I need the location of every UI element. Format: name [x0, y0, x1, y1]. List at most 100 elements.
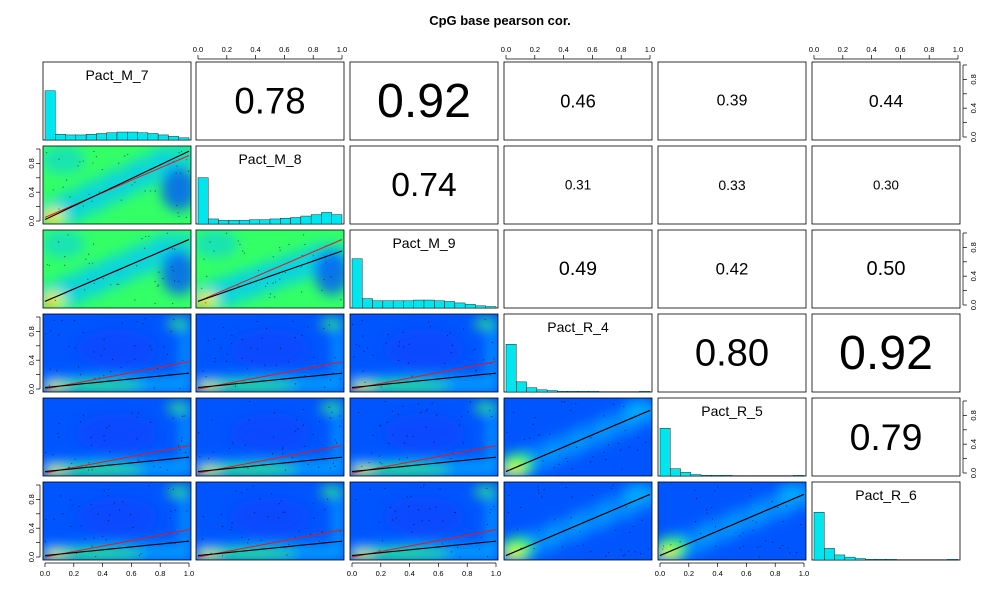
scatter-point — [174, 248, 176, 250]
histogram-bar — [208, 218, 219, 225]
scatter-point — [186, 159, 188, 161]
scatter-point — [144, 190, 146, 192]
histogram-bar — [44, 90, 56, 141]
scatter-point — [307, 326, 309, 328]
histogram-bar — [824, 548, 835, 561]
scatter-point — [92, 162, 94, 164]
scatter-point — [242, 250, 244, 252]
correlation-value: 0.92 — [839, 326, 933, 380]
scatter-panel — [42, 397, 192, 477]
scatter-point — [93, 150, 95, 153]
histogram-bar — [238, 220, 250, 225]
histogram-bar — [454, 302, 466, 309]
scatter-point — [340, 299, 342, 301]
scatter-point — [137, 412, 139, 414]
scatter-point — [534, 417, 536, 419]
scatter-point — [260, 539, 262, 541]
x-tick-label: 0.0 — [193, 45, 203, 54]
density-blob — [487, 407, 497, 467]
scatter-point — [153, 465, 155, 468]
scatter-point — [357, 411, 360, 414]
scatter-point — [288, 543, 290, 545]
scatter-point — [131, 184, 133, 186]
density-blob — [504, 464, 524, 476]
scatter-point — [202, 538, 204, 540]
histogram-bar — [475, 305, 486, 309]
scatter-point — [53, 319, 55, 321]
scatter-point — [180, 150, 183, 153]
scatter-point — [634, 551, 636, 553]
loess-line — [44, 238, 190, 302]
scatter-point — [717, 486, 719, 488]
histogram-bar — [392, 300, 404, 309]
scatter-point — [88, 262, 90, 265]
scatter-point — [108, 425, 110, 427]
scatter-point — [532, 423, 534, 425]
scatter-point — [221, 525, 224, 528]
scatter-point — [294, 536, 296, 538]
scatter-point — [489, 374, 491, 376]
panel-frame — [811, 229, 961, 309]
scatter-point — [475, 369, 477, 371]
scatter-point — [234, 385, 237, 387]
scatter-point — [49, 368, 51, 370]
scatter-points — [202, 485, 341, 557]
panel-frame — [503, 61, 653, 141]
scatter-point — [231, 334, 233, 336]
scatter-point — [475, 370, 477, 372]
loess-line — [197, 372, 343, 389]
scatter-point — [98, 191, 101, 193]
scatter-points — [351, 318, 495, 388]
histogram-bar — [65, 134, 77, 141]
scatter-point — [271, 453, 274, 455]
scatter-point — [186, 510, 188, 512]
scatter-point — [428, 519, 430, 522]
variable-name: Pact_M_7 — [85, 67, 148, 83]
scatter-point — [136, 438, 138, 440]
scatter-point — [629, 531, 631, 533]
scatter-point — [73, 320, 76, 322]
panel-frame — [503, 481, 653, 561]
scatter-point — [330, 276, 332, 278]
scatter-point — [486, 487, 488, 489]
panel-frame — [657, 397, 807, 477]
scatter-point — [107, 495, 109, 497]
scatter-point — [90, 444, 93, 447]
density-blob — [351, 380, 452, 392]
scatter-point — [425, 410, 427, 412]
scatter-point — [85, 258, 87, 260]
scatter-point — [612, 484, 614, 486]
scatter-point — [225, 232, 228, 234]
scatter-point — [406, 435, 408, 437]
scatter-point — [52, 189, 54, 191]
histogram-panel: Pact_R_4 — [503, 313, 653, 393]
scatter-point — [143, 247, 146, 249]
scatter-point — [148, 485, 150, 487]
scatter-point — [450, 351, 452, 354]
scatter-point — [149, 421, 152, 424]
scatter-point — [275, 364, 278, 366]
scatter-point — [279, 249, 281, 251]
scatter-point — [225, 360, 228, 362]
scatter-point — [625, 506, 628, 508]
scatter-point — [520, 506, 522, 508]
scatter-point — [407, 362, 410, 364]
scatter-point — [203, 258, 205, 260]
panel-frame — [657, 229, 807, 309]
scatter-point — [645, 441, 647, 443]
scatter-panel — [42, 481, 192, 561]
scatter-point — [561, 546, 564, 548]
correlation-panel: 0.39 — [657, 61, 807, 141]
scatter-point — [567, 460, 569, 463]
scatter-point — [786, 505, 788, 507]
histogram-bar — [168, 136, 179, 141]
histogram-bar — [157, 134, 169, 141]
regression-line — [197, 361, 343, 390]
scatter-point — [563, 401, 566, 403]
density-blob — [624, 484, 652, 500]
scatter-point — [429, 508, 431, 510]
scatter-point — [80, 525, 83, 527]
y-tick-label: 0.0 — [27, 216, 36, 226]
scatter-point — [406, 496, 408, 498]
correlation-panel: 0.46 — [503, 61, 653, 141]
